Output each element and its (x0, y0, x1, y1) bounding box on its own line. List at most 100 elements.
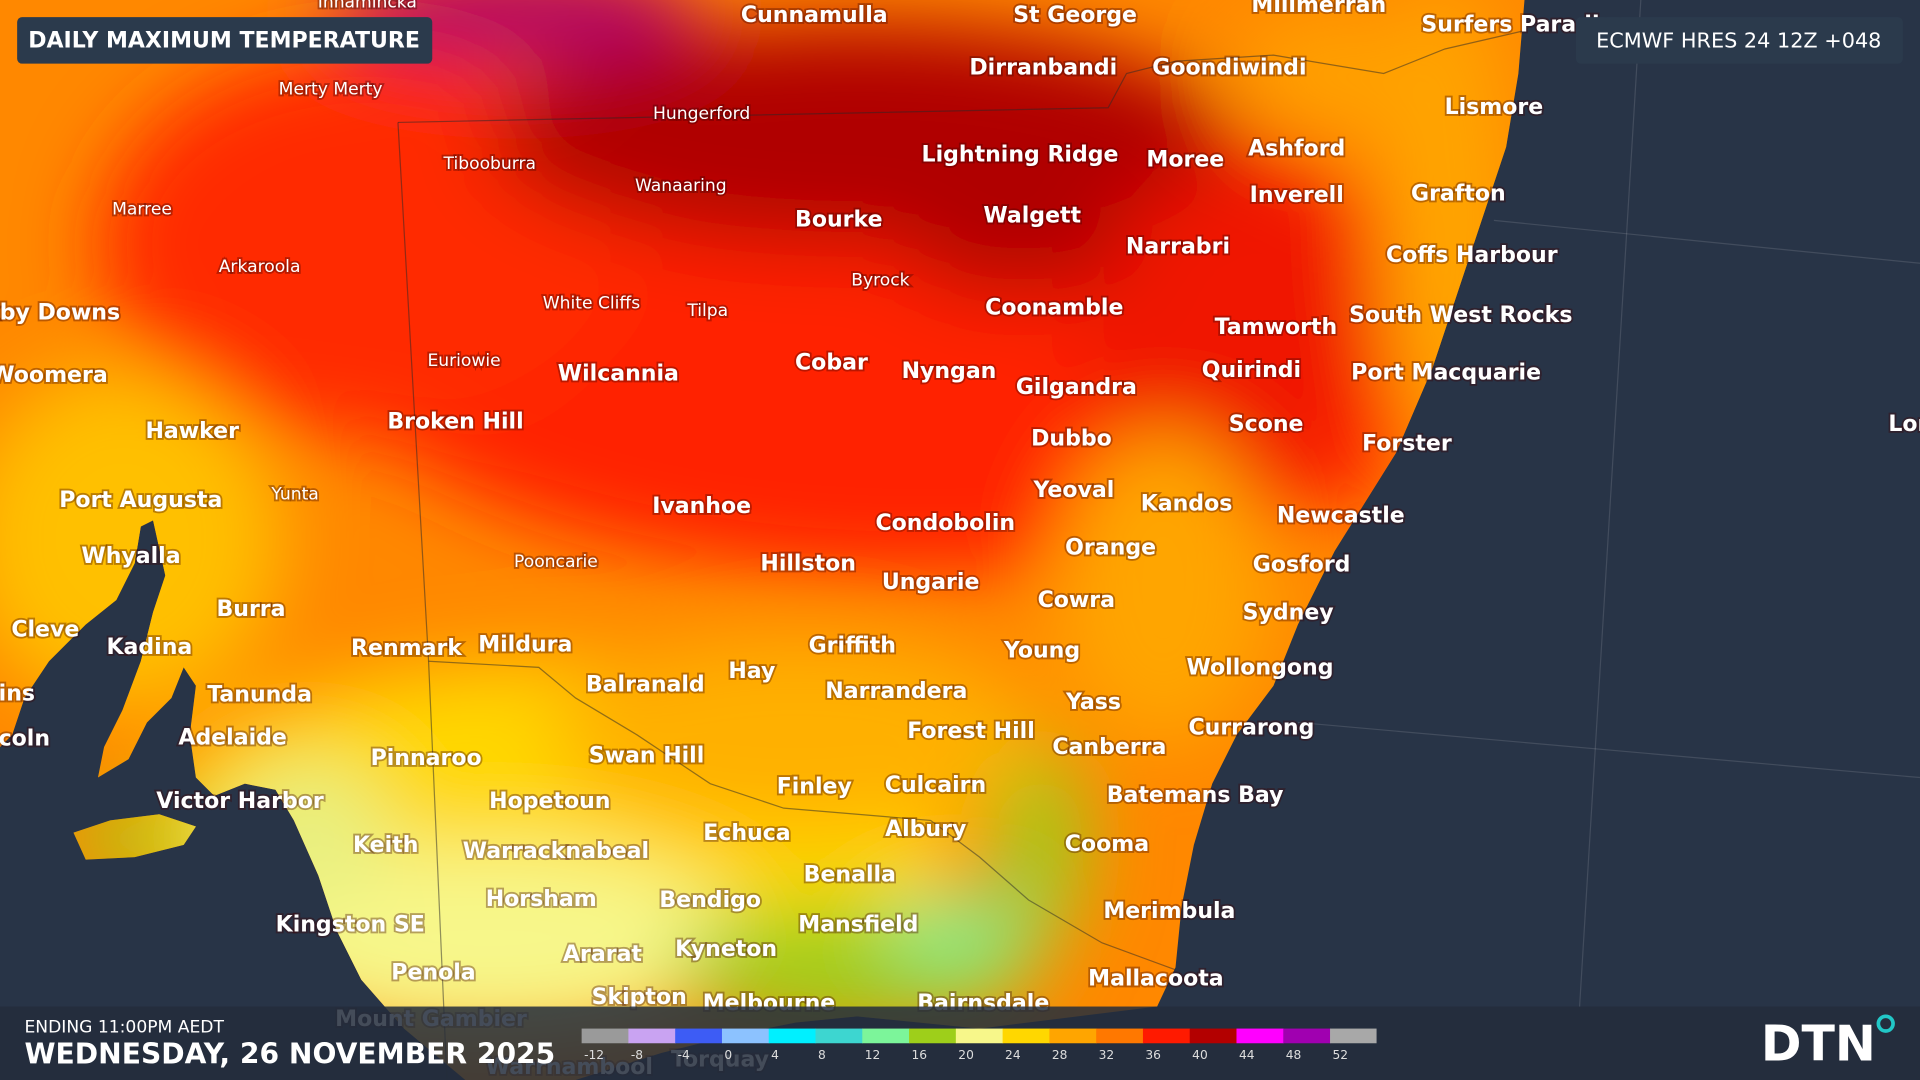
city-label: Marree (112, 199, 172, 219)
legend-swatch (909, 1028, 957, 1044)
legend-swatch (955, 1028, 1004, 1044)
city-label: Young (1003, 638, 1080, 663)
city-label: Batemans Bay (1107, 783, 1284, 808)
legend: -12 -8 -4 0 4 8 12 16 20 24 28 32 36 40 44 48 52 (581, 1028, 1377, 1062)
city-label: Penola (391, 960, 475, 985)
city-label: Orange (1065, 536, 1156, 561)
city-label: Cunnamulla (741, 3, 888, 28)
city-label: Cobar (795, 351, 868, 376)
legend-swatch (815, 1028, 863, 1044)
city-label: Broken Hill (387, 409, 523, 434)
legend-tick-label: 12 (865, 1048, 881, 1062)
city-label: Grafton (1411, 182, 1506, 207)
city-label: Wilcannia (558, 362, 679, 387)
city-label: Kadina (106, 635, 192, 660)
city-label: Yeoval (1032, 478, 1114, 503)
city-label: Forest Hill (907, 719, 1035, 744)
legend-swatch (628, 1028, 676, 1044)
legend-tick-label: 28 (1052, 1048, 1068, 1062)
city-label: Narrandera (825, 679, 967, 704)
city-label: Culcairn (885, 773, 986, 798)
city-label: Condobolin (876, 511, 1016, 536)
city-label: Bendigo (659, 888, 761, 913)
city-label: Goondiwindi (1152, 56, 1306, 81)
model-label: ECMWF HRES 24 12Z +048 (1596, 29, 1881, 53)
city-label: Skipton (592, 985, 687, 1010)
city-label: Pooncarie (514, 552, 598, 572)
city-label: Pinnaroo (371, 746, 482, 771)
city-label: Walgett (983, 204, 1081, 229)
legend-swatch (1142, 1028, 1191, 1044)
legend-tick-label: 44 (1239, 1048, 1255, 1062)
legend-swatch (1330, 1028, 1377, 1044)
city-label: Forster (1362, 431, 1452, 456)
legend-swatch (1283, 1028, 1331, 1044)
city-label: Merty Merty (279, 79, 383, 99)
model-box (1575, 17, 1903, 64)
city-label: Mildura (478, 632, 572, 657)
city-label: Port Macquarie (1351, 360, 1541, 385)
city-label: Tanunda (207, 683, 312, 708)
legend-tick-label: 52 (1332, 1048, 1348, 1062)
city-label: Kingston SE (276, 913, 425, 938)
legend-swatch (1189, 1028, 1238, 1044)
city-label: Tibooburra (443, 154, 537, 174)
city-label: Warracknabeal (463, 839, 649, 864)
legend-tick-label: 32 (1099, 1048, 1115, 1062)
footer-band (0, 1006, 1920, 1080)
city-label: Ararat (563, 942, 643, 967)
city-label: Yass (1065, 690, 1121, 715)
city-label: Quirindi (1202, 358, 1301, 383)
city-label: Gilgandra (1016, 375, 1137, 400)
city-label: Newcastle (1277, 504, 1405, 529)
city-label: Gosford (1253, 553, 1351, 578)
city-label: Ivanhoe (652, 494, 751, 519)
city-label: Balranald (586, 673, 705, 698)
city-label: Adelaide (178, 725, 286, 750)
legend-tick-label: 20 (958, 1048, 974, 1062)
legend-tick-label: 48 (1286, 1048, 1302, 1062)
legend-swatch (721, 1028, 770, 1044)
legend-swatch (581, 1028, 630, 1044)
legend-tick-label: 24 (1005, 1048, 1021, 1062)
city-label: Horsham (486, 887, 597, 912)
city-label: South West Rocks (1349, 303, 1572, 328)
city-label: Bourke (795, 207, 882, 232)
city-label: Tilpa (686, 301, 728, 321)
city-label: Cowra (1038, 588, 1115, 613)
city-label: Hawker (145, 419, 239, 444)
logo: DTN (1761, 1015, 1876, 1072)
ending-label: ENDING 11:00PM AEDT (24, 1017, 224, 1037)
legend-swatch (675, 1028, 723, 1044)
city-label: Narrabri (1126, 234, 1230, 259)
city-label: St George (1013, 3, 1137, 28)
state-borders (397, 30, 1525, 1080)
city-label: Port Lincoln (0, 727, 50, 752)
city-label: Kyneton (675, 937, 777, 962)
city-label: Finley (777, 774, 852, 799)
city-label: Lismore (1445, 95, 1544, 120)
city-label: Inverell (1250, 183, 1344, 208)
city-label: Cooma (1065, 832, 1149, 857)
legend-tick-label: 4 (771, 1048, 779, 1062)
city-label: Cleve (11, 618, 79, 643)
city-label: Tamworth (1215, 315, 1338, 340)
legend-swatch (1002, 1028, 1050, 1044)
city-label: Scone (1229, 412, 1304, 437)
city-label: Hillston (760, 551, 856, 576)
city-label: Coffs Harbour (1386, 243, 1558, 268)
legend-swatch (1236, 1028, 1284, 1044)
city-label: Roxby Downs (0, 300, 120, 325)
city-label: Victor Harbor (156, 789, 324, 814)
city-label: Sydney (1243, 600, 1334, 625)
legend-swatch (862, 1028, 910, 1044)
legend-swatch (1096, 1028, 1144, 1044)
city-label: Euriowie (427, 351, 500, 371)
graticule (1297, 0, 1920, 1007)
city-label: Dubbo (1031, 427, 1112, 452)
city-label: Wollongong (1187, 656, 1334, 681)
